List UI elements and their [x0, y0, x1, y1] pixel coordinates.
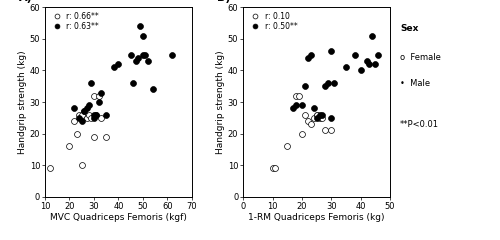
Point [78, 113, 86, 117]
Point [82, 106, 90, 110]
Point [318, 116, 326, 120]
X-axis label: 1-RM Quadriceps Femoris (kg): 1-RM Quadriceps Femoris (kg) [248, 213, 385, 222]
Point [316, 116, 324, 120]
Point [312, 116, 320, 120]
Point [351, 53, 359, 57]
Point [70, 119, 78, 123]
Point [292, 103, 300, 107]
Point [114, 62, 122, 66]
Point [98, 116, 106, 120]
Point [144, 59, 152, 63]
Point [328, 129, 336, 132]
Point [102, 135, 110, 139]
Point [312, 113, 320, 117]
Point [292, 94, 300, 98]
Point [78, 163, 86, 167]
Point [306, 53, 314, 57]
Point [342, 65, 350, 69]
Point [70, 106, 78, 110]
Point [304, 119, 312, 123]
Point [90, 116, 98, 120]
Point [328, 49, 336, 53]
Point [88, 116, 96, 120]
Point [298, 132, 306, 136]
Point [85, 113, 93, 117]
Point [148, 87, 156, 91]
Point [312, 113, 320, 117]
Legend: r: 0.10, r: 0.50**: r: 0.10, r: 0.50** [247, 11, 298, 32]
Point [139, 53, 147, 57]
Point [95, 94, 103, 98]
Point [80, 110, 88, 114]
Point [318, 113, 326, 117]
Point [102, 113, 110, 117]
Point [322, 84, 330, 88]
Point [76, 113, 84, 117]
Text: o  Female: o Female [400, 53, 441, 62]
Point [73, 132, 81, 136]
Text: B): B) [217, 0, 230, 3]
Point [301, 84, 309, 88]
Y-axis label: Handgrip strength (kg): Handgrip strength (kg) [216, 50, 225, 154]
Point [310, 116, 318, 120]
Point [362, 59, 370, 63]
X-axis label: MVC Quadriceps Femoris (kgf): MVC Quadriceps Femoris (kgf) [50, 213, 187, 222]
Point [98, 91, 106, 95]
Point [129, 81, 137, 85]
Point [330, 81, 338, 85]
Point [90, 94, 98, 98]
Point [88, 81, 96, 85]
Point [46, 167, 54, 170]
Point [110, 65, 118, 69]
Point [92, 113, 100, 117]
Point [366, 62, 374, 66]
Point [142, 53, 150, 57]
Point [76, 116, 84, 120]
Point [134, 56, 142, 60]
Text: Sex: Sex [400, 24, 418, 33]
Point [295, 94, 303, 98]
Point [90, 135, 98, 139]
Point [136, 24, 144, 28]
Point [92, 113, 100, 117]
Text: **P<0.01: **P<0.01 [400, 120, 439, 129]
Y-axis label: Handgrip strength (kg): Handgrip strength (kg) [18, 50, 26, 154]
Text: A): A) [18, 0, 32, 3]
Point [301, 113, 309, 117]
Point [90, 113, 98, 117]
Point [80, 110, 88, 114]
Point [272, 167, 280, 170]
Point [368, 34, 376, 38]
Point [306, 122, 314, 126]
Point [268, 167, 276, 170]
Point [324, 81, 332, 85]
Point [322, 129, 330, 132]
Point [304, 56, 312, 60]
Point [126, 53, 134, 57]
Point [95, 100, 103, 104]
Point [310, 106, 318, 110]
Point [168, 53, 176, 57]
Point [283, 144, 291, 148]
Point [139, 34, 147, 38]
Point [82, 116, 90, 120]
Point [356, 68, 364, 72]
Point [328, 116, 336, 120]
Point [298, 103, 306, 107]
Text: •  Male: • Male [400, 79, 430, 88]
Point [132, 59, 140, 63]
Point [316, 113, 324, 117]
Point [372, 62, 380, 66]
Point [66, 144, 74, 148]
Point [374, 53, 382, 57]
Point [78, 119, 86, 123]
Legend: r: 0.66**, r: 0.63**: r: 0.66**, r: 0.63** [49, 11, 100, 32]
Point [85, 103, 93, 107]
Point [289, 106, 297, 110]
